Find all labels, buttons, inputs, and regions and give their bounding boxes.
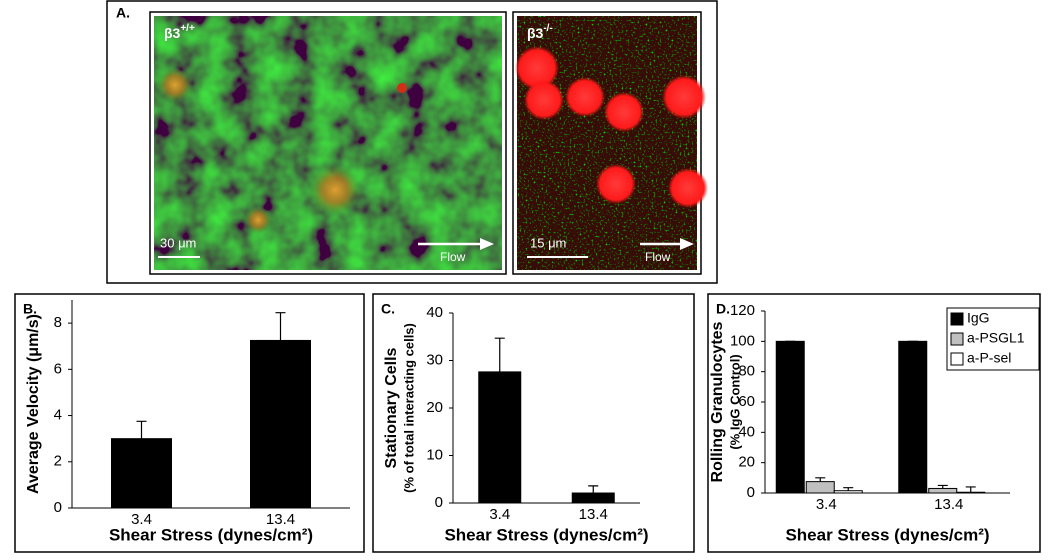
y-tick-label: 8 xyxy=(54,314,62,331)
genotype-label: β3-/- xyxy=(527,23,553,41)
bar xyxy=(928,487,958,494)
panel-label: D. xyxy=(716,301,730,317)
x-tick-label: 3.4 xyxy=(816,496,837,513)
cell xyxy=(596,164,636,204)
panel-a-frame xyxy=(106,0,718,284)
panel-label: C. xyxy=(381,301,395,317)
bar xyxy=(956,491,986,494)
error-bar xyxy=(494,337,505,372)
y-tick-label: 40 xyxy=(426,304,443,321)
y-tick-label: 60 xyxy=(738,393,755,410)
x-tick-label: 13.4 xyxy=(266,511,295,528)
y-tick-label: 0 xyxy=(747,484,755,501)
error-bar xyxy=(136,420,147,439)
cell xyxy=(524,80,564,120)
bar xyxy=(805,481,835,494)
y-tick-label: 100 xyxy=(730,332,755,349)
flow-label: Flow xyxy=(645,250,671,264)
image-frame xyxy=(149,11,507,275)
x-axis-label: Shear Stress (dynes/cm²) xyxy=(444,525,648,544)
y-tick-label: 6 xyxy=(54,360,62,377)
y-tick-label: 2 xyxy=(54,453,62,470)
y-tick-label: 0 xyxy=(435,494,443,511)
y-tick-label: 20 xyxy=(426,399,443,416)
cell xyxy=(565,77,605,117)
image-frame xyxy=(512,11,702,275)
bar xyxy=(571,492,615,504)
error-bar xyxy=(588,485,599,494)
y-axis-label: Rolling Granulocytes xyxy=(709,321,726,482)
error-bar xyxy=(843,487,854,491)
legend-label: a-PSGL1 xyxy=(967,330,1025,346)
error-bar xyxy=(965,486,976,493)
y-tick-label: 120 xyxy=(730,302,755,319)
y-axis-label: Average Velocity (μm/s) xyxy=(25,314,42,494)
panel-label: A. xyxy=(116,5,130,21)
cell xyxy=(604,92,644,132)
bar xyxy=(898,340,928,494)
panel-frame xyxy=(372,293,695,553)
x-tick-label: 13.4 xyxy=(579,506,608,523)
x-tick-label: 13.4 xyxy=(934,496,963,513)
legend-swatch xyxy=(950,352,964,366)
y-axis-label: Stationary Cells xyxy=(383,347,400,468)
x-axis-label: Shear Stress (dynes/cm²) xyxy=(785,525,989,544)
flow-arrowhead xyxy=(480,238,494,250)
bar xyxy=(250,339,311,509)
panel-frame xyxy=(707,293,1041,553)
y-tick-label: 80 xyxy=(738,363,755,380)
y-tick-label: 20 xyxy=(738,454,755,471)
x-tick-label: 3.4 xyxy=(131,511,152,528)
bar xyxy=(833,490,863,494)
flow-label: Flow xyxy=(440,250,466,264)
legend-label: a-P-sel xyxy=(967,350,1011,366)
flow-arrowhead xyxy=(680,238,694,250)
genotype-label: β3+/+ xyxy=(164,23,195,41)
error-bar xyxy=(815,477,826,482)
x-tick-label: 3.4 xyxy=(489,506,510,523)
panel-label: B. xyxy=(23,301,37,317)
legend-label: IgG xyxy=(967,310,990,326)
y-tick-label: 10 xyxy=(426,446,443,463)
scale-label: 15 μm xyxy=(530,235,566,250)
micrograph xyxy=(515,16,706,270)
legend-swatch xyxy=(950,312,964,326)
legend-swatch xyxy=(950,332,964,346)
bar xyxy=(775,340,805,494)
y-tick-label: 0 xyxy=(54,499,62,516)
micrograph xyxy=(154,16,502,270)
y-axis-label: (% of total interacting cells) xyxy=(401,323,416,493)
bar xyxy=(111,438,172,509)
error-bar xyxy=(937,484,948,489)
y-tick-label: 40 xyxy=(738,423,755,440)
y-tick-label: 4 xyxy=(54,407,62,424)
x-axis-label: Shear Stress (dynes/cm²) xyxy=(109,525,313,544)
panel-frame xyxy=(14,293,365,553)
scale-label: 30 μm xyxy=(160,235,196,250)
y-axis-label: (% IgG Control) xyxy=(727,354,742,449)
y-tick-label: 30 xyxy=(426,351,443,368)
bar xyxy=(478,371,522,504)
error-bar xyxy=(275,312,286,341)
cell xyxy=(668,168,708,208)
